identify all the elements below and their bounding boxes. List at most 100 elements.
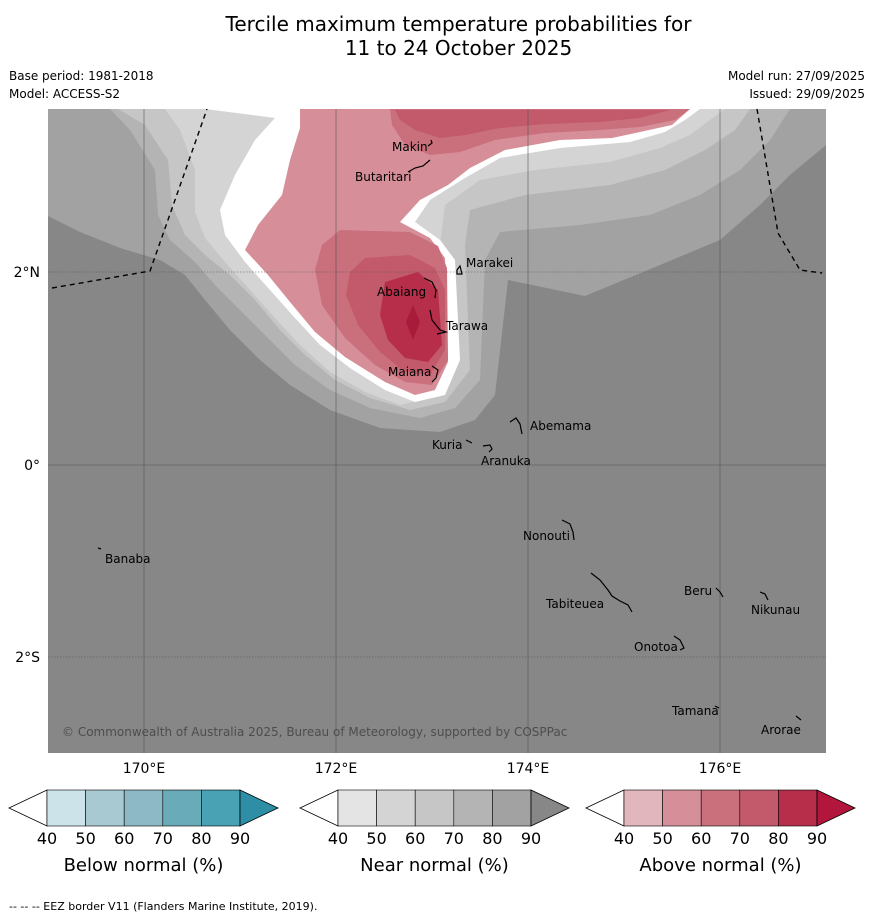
colorbar-segment [337,789,377,827]
colorbar-segment [453,789,493,827]
gridlines [48,109,826,753]
colorbar-segment [414,789,455,827]
colorbar-segment [739,789,779,827]
island-aranuka [482,444,493,453]
island-arorae [795,715,802,721]
label-onotoa: Onotoa [634,640,678,654]
colorbar-tick-label: 90 [807,829,827,848]
colorbar-segment [201,789,241,827]
colorbar-segment [623,789,663,827]
colorbar-title: Above normal (%) [639,855,801,876]
colorbar-segment [162,789,202,827]
island-maiana [431,365,439,383]
lat-tick-2n: 2°N [14,265,40,281]
latitude-ticks: 2°N 0° 2°S [14,265,41,666]
colorbar-segment [662,789,702,827]
lat-tick-0: 0° [24,458,40,474]
colorbar-tick-label: 80 [191,829,211,848]
lon-tick-172e: 172°E [315,761,358,777]
base-period: Base period: 1981-2018 [9,69,154,83]
island-marakei [456,264,463,275]
island-tamana [714,705,720,709]
colorbar-segment [85,789,125,827]
island-banaba [97,547,102,550]
issued-date: Issued: 29/09/2025 [749,87,865,101]
label-abemama: Abemama [530,419,591,433]
eez-footnote: -- -- -- EEZ border V11 (Flanders Marine… [9,900,318,913]
model-run: Model run: 27/09/2025 [727,69,865,83]
meta-left: Base period: 1981-2018 Model: ACCESS-S2 [9,67,154,103]
longitude-ticks: 170°E 172°E 174°E 176°E [123,761,742,777]
map-panel[interactable]: Makin Butaritari Marakei Abaiang Tarawa … [48,109,826,753]
colorbar-tick-label: 50 [652,829,672,848]
label-kuria: Kuria [432,438,463,452]
island-labels: Makin Butaritari Marakei Abaiang Tarawa … [105,140,801,737]
colorbar-above-normal: 40 50 60 70 80 90 Above normal (%) [585,789,856,876]
colorbar-below-normal: 40 50 60 70 80 90 Below normal (%) [8,789,279,876]
colorbar-extend-high [816,789,856,827]
colorbar-segment [376,789,416,827]
colorbar-tick-label: 60 [114,829,134,848]
island-nonouti [561,519,575,541]
colorbar-tick-label: 50 [366,829,386,848]
label-abaiang: Abaiang [377,285,426,299]
colorbar-segment [123,789,164,827]
colorbar-title: Near normal (%) [360,855,509,876]
colorbar-extend-high [239,789,279,827]
label-aranuka: Aranuka [481,454,531,468]
map-title: Tercile maximum temperature probabilitie… [0,12,873,60]
eez-borders [51,109,823,289]
colorbar-tick-label: 80 [482,829,502,848]
copyright-notice: © Commonwealth of Australia 2025, Bureau… [62,725,567,739]
colorbar-tick-label: 40 [328,829,348,848]
island-makin [427,139,433,147]
colorbar-tick-label: 60 [405,829,425,848]
colorbar-tick-label: 40 [614,829,634,848]
colorbar-segment [46,789,86,827]
contour-above-60 [395,110,670,138]
colorbar-title: Below normal (%) [64,855,224,876]
label-banaba: Banaba [105,552,151,566]
lon-tick-174e: 174°E [507,761,550,777]
island-tabiteuea [590,572,633,613]
colorbar-tick-label: 70 [153,829,173,848]
island-nikunau [759,591,769,601]
label-nonouti: Nonouti [523,529,570,543]
label-butaritari: Butaritari [355,170,412,184]
colorbar-segment [700,789,741,827]
label-tarawa: Tarawa [445,319,488,333]
colorbar-tick-label: 70 [444,829,464,848]
colorbar-extend-low [585,789,625,827]
model-name: Model: ACCESS-S2 [9,87,121,101]
colorbar-extend-high [530,789,570,827]
island-onotoa [673,635,685,651]
colorbar-tick-label: 90 [230,829,250,848]
lat-tick-2s: 2°S [15,650,40,666]
island-abaiang [423,277,437,299]
label-tamana: Tamana [671,704,719,718]
label-makin: Makin [392,140,428,154]
label-beru: Beru [684,584,712,598]
label-tabiteuea: Tabiteuea [545,597,604,611]
colorbar-segment [778,789,818,827]
colorbar-tick-label: 90 [521,829,541,848]
map-title-line1: Tercile maximum temperature probabilitie… [225,12,692,36]
colorbar-tick-label: 50 [75,829,95,848]
colorbar-extend-low [299,789,339,827]
island-tarawa [429,309,449,335]
colorbar-near-normal: 40 50 60 70 80 90 Near normal (%) [299,789,570,876]
label-arorae: Arorae [761,723,801,737]
island-butaritari [407,159,431,173]
colorbar-tick-label: 70 [730,829,750,848]
island-beru [715,587,724,598]
colorbar-tick-label: 60 [691,829,711,848]
map-title-line2: 11 to 24 October 2025 [344,36,573,60]
lon-tick-176e: 176°E [699,761,742,777]
meta-right: Model run: 27/09/2025 Issued: 29/09/2025 [728,67,865,103]
colorbar-tick-label: 80 [768,829,788,848]
lon-tick-170e: 170°E [123,761,166,777]
colorbar-segment [492,789,532,827]
label-maiana: Maiana [388,365,431,379]
island-outlines [97,139,802,721]
